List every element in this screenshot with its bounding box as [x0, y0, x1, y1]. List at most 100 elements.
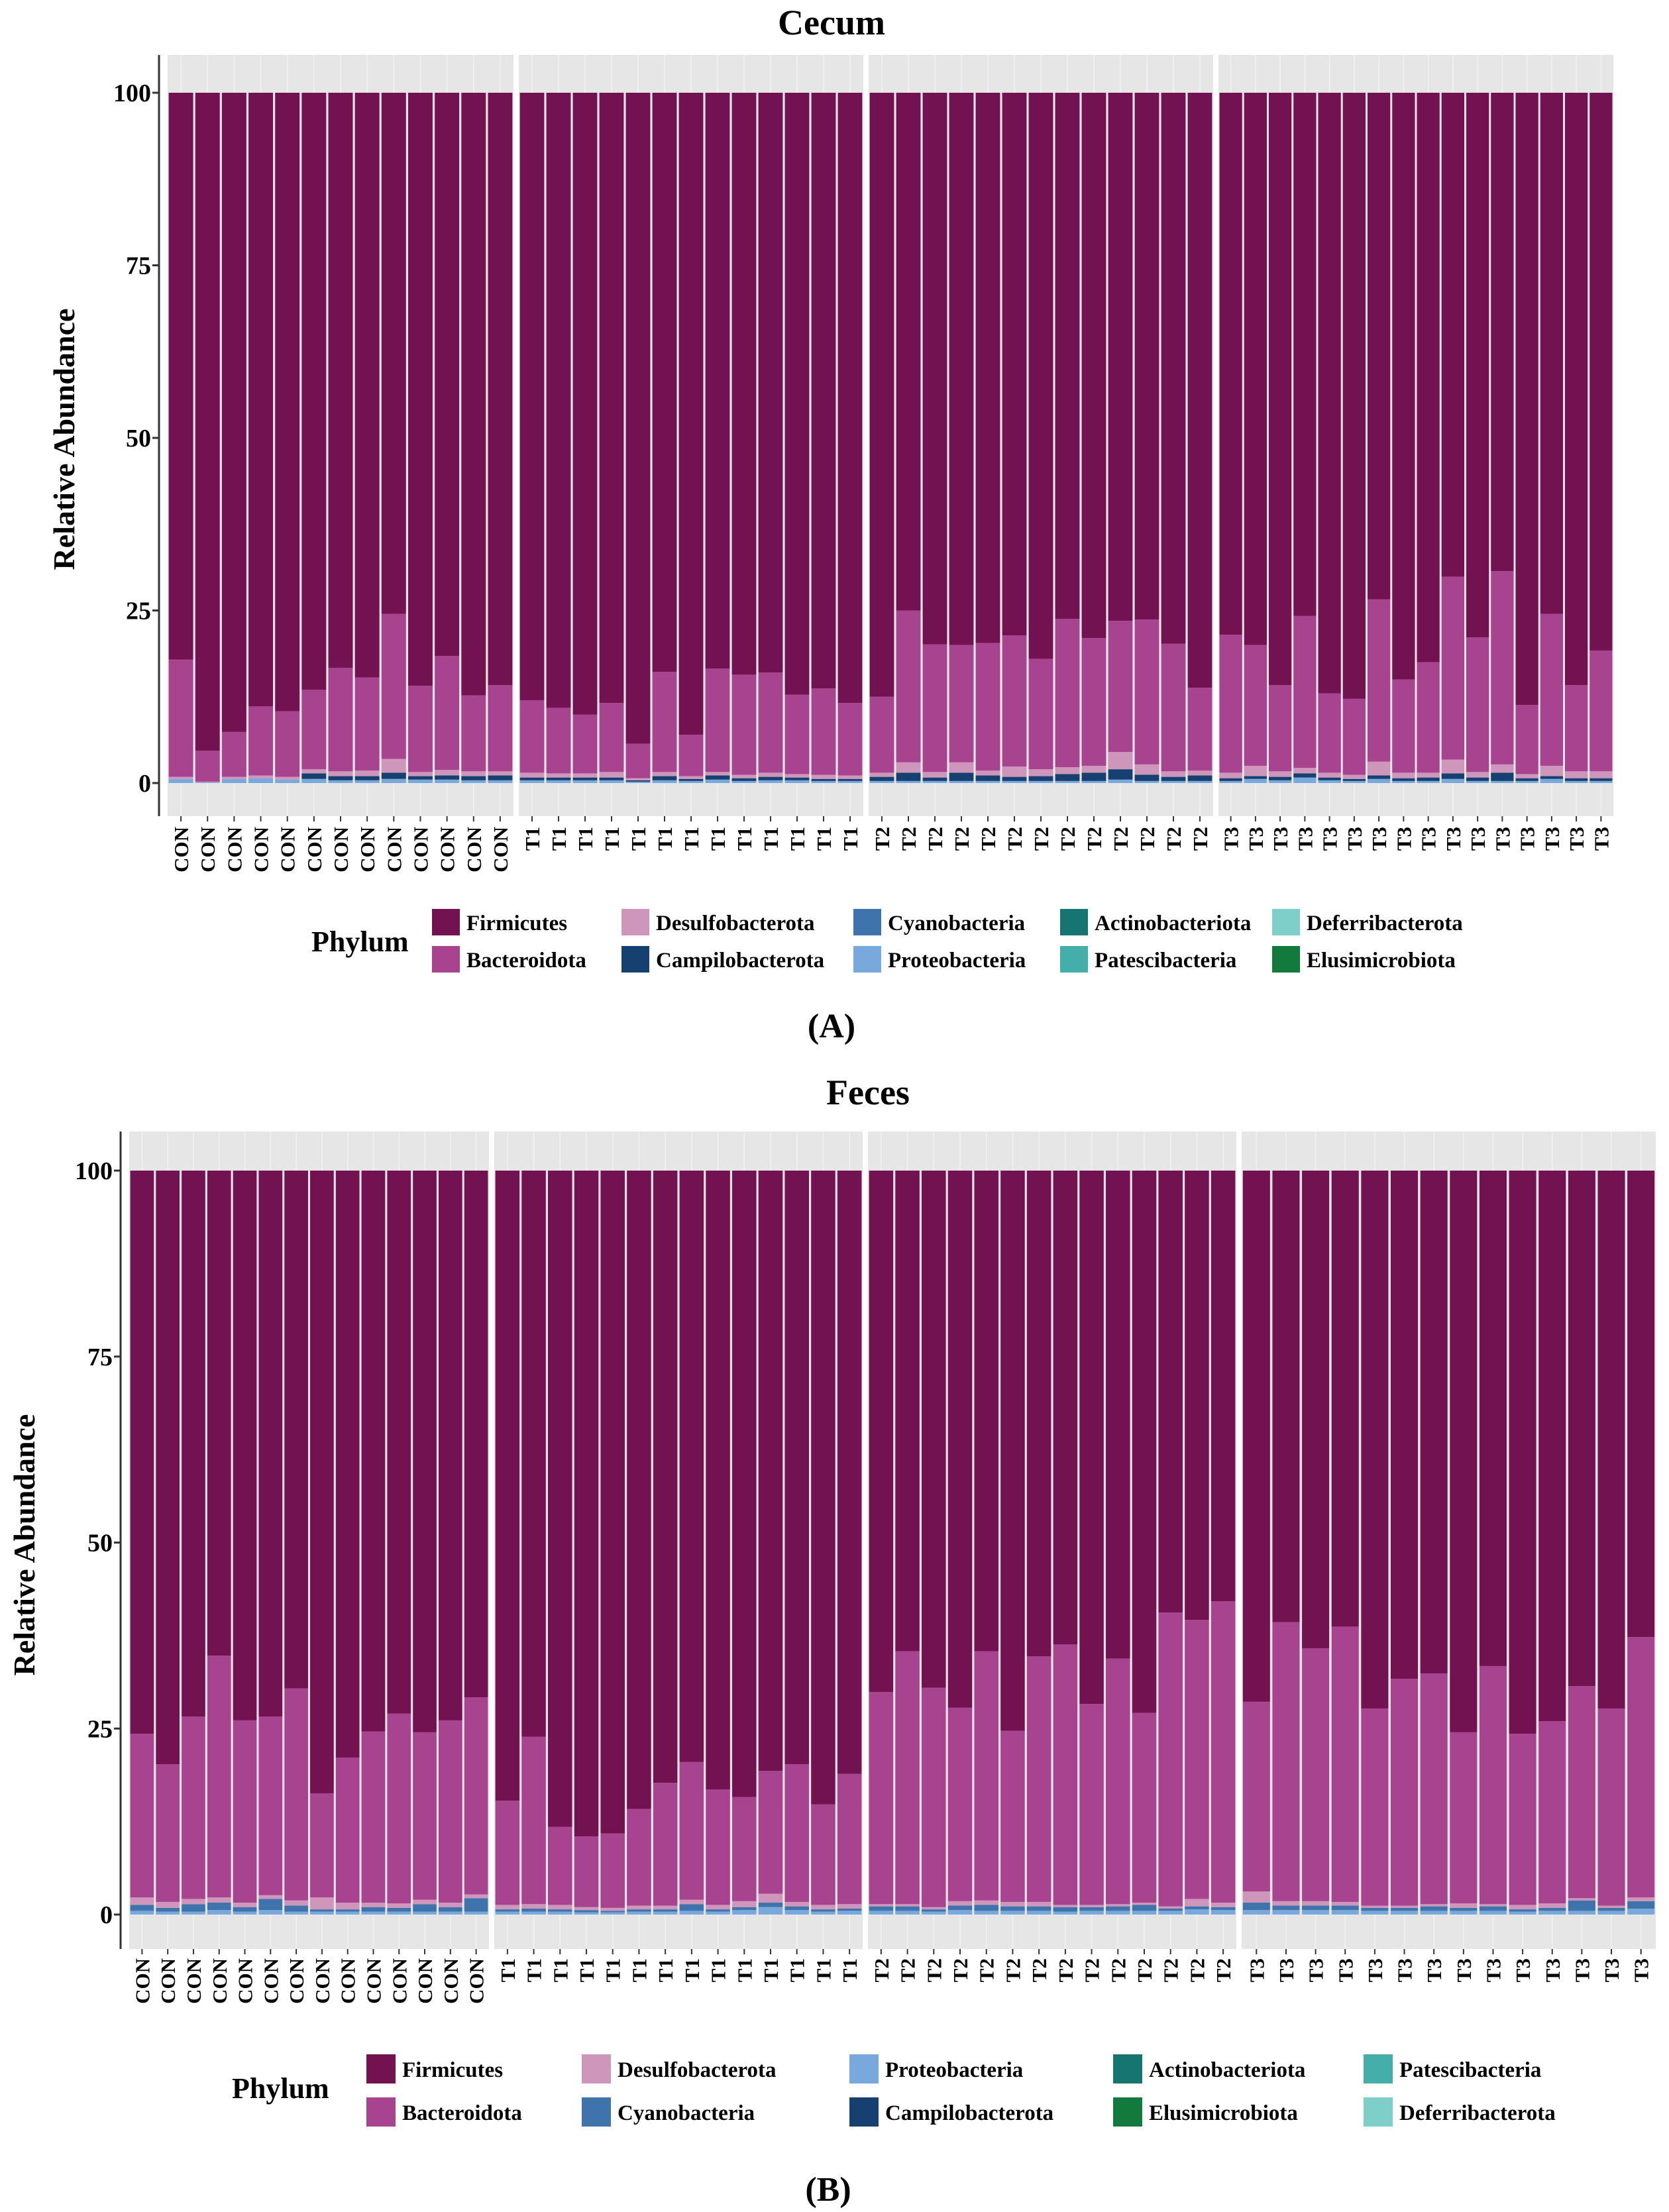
cecum-x-tick-label: CON — [223, 827, 246, 872]
feces-bar-t1-14-bacteroidota — [837, 1773, 862, 1905]
feces-bar-t3-6-proteobacteria — [1391, 1911, 1419, 1915]
feces-bar-t3-3-proteobacteria — [1302, 1910, 1330, 1915]
cecum-bar-t1-13-proteobacteria — [837, 780, 863, 783]
feces-bar-t2-14-bacteroidota — [1211, 1601, 1236, 1903]
feces-bar-t1-11-proteobacteria — [758, 1907, 783, 1915]
feces-bar-t3-7-firmicutes — [1420, 1171, 1448, 1674]
feces-bar-t1-1-desulfobacterota — [495, 1905, 520, 1910]
feces-bar-t2-10-cyanobacteria — [1106, 1906, 1130, 1911]
cecum-bar-con-7-proteobacteria — [328, 780, 353, 783]
cecum-x-tick-label: T2 — [1003, 827, 1026, 851]
cecum-bar-t3-8-campilobacterota — [1392, 778, 1415, 781]
cecum-x-tick-label: T2 — [1083, 827, 1106, 851]
feces-bar-con-1-desulfobacterota — [130, 1897, 154, 1905]
feces-bar-t1-1-cyanobacteria — [495, 1909, 520, 1912]
feces-bar-t1-8-proteobacteria — [679, 1911, 704, 1915]
feces-bar-t2-4-cyanobacteria — [947, 1905, 973, 1911]
feces-bar-con-5-proteobacteria — [233, 1911, 257, 1915]
cecum-x-tick-label: CON — [250, 827, 273, 872]
cecum-bar-t2-1-proteobacteria — [869, 780, 894, 783]
cecum-bar-t2-3-desulfobacterota — [922, 772, 947, 778]
cecum-bar-t2-4-desulfobacterota — [949, 762, 974, 773]
feces-y-axis: 0 25 50 75 100 — [75, 1132, 122, 1949]
feces-legend-swatch-desulfobacterota — [582, 2054, 611, 2083]
feces-bar-t3-12-desulfobacterota — [1568, 1898, 1595, 1901]
feces-bar-t2-10-firmicutes — [1106, 1171, 1130, 1659]
cecum-x-axis: CON CON CON CON CON CON CON CON CON CON CON CON CON T… — [170, 816, 1613, 872]
cecum-bar-t3-16-campilobacterota — [1589, 778, 1613, 781]
cecum-bar-t3-2-firmicutes — [1244, 93, 1267, 645]
feces-bar-t2-7-firmicutes — [1026, 1171, 1051, 1657]
cecum-bar-t1-2-bacteroidota — [546, 708, 571, 774]
feces-x-tick-label: T3 — [1511, 1958, 1534, 1982]
feces-bar-t1-14-desulfobacterota — [837, 1904, 862, 1909]
cecum-x-tick-label: T1 — [706, 827, 729, 851]
cecum-bar-t1-1-firmicutes — [519, 93, 545, 700]
feces-bar-con-3-proteobacteria — [182, 1911, 205, 1915]
cecum-legend-label-proteobacteria: Proteobacteria — [888, 949, 1026, 973]
cecum-bar-t1-4-bacteroidota — [599, 703, 624, 772]
feces-bar-t3-9-firmicutes — [1479, 1171, 1507, 1666]
feces-bar-t3-14-bacteroidota — [1627, 1637, 1655, 1898]
feces-x-tick-label: CON — [413, 1958, 437, 2004]
feces-x-tick-label: T3 — [1245, 1958, 1268, 1982]
feces-bar-con-2-cyanobacteria — [156, 1907, 180, 1912]
feces-bar-con-3-desulfobacterota — [182, 1899, 205, 1905]
feces-x-tick-label: T1 — [549, 1958, 572, 1982]
feces-bar-t3-9-bacteroidota — [1479, 1665, 1507, 1905]
feces-bar-t3-4-desulfobacterota — [1331, 1901, 1359, 1906]
feces-bar-t3-1-proteobacteria — [1242, 1910, 1270, 1915]
cecum-bar-t3-11-bacteroidota — [1466, 637, 1489, 772]
cecum-bar-t3-10-campilobacterota — [1441, 773, 1465, 779]
feces-bar-t2-2-desulfobacterota — [895, 1904, 920, 1907]
cecum-bar-con-8-campilobacterota — [354, 776, 380, 780]
feces-bar-con-12-firmicutes — [413, 1171, 437, 1732]
cecum-bar-t1-9-firmicutes — [731, 93, 757, 675]
feces-x-tick-label: CON — [259, 1958, 282, 2004]
cecum-bar-t3-5-firmicutes — [1318, 93, 1341, 694]
cecum-x-tick-label: T2 — [1030, 827, 1053, 851]
feces-bar-t2-12-cyanobacteria — [1158, 1909, 1183, 1911]
feces-x-tick-label: T3 — [1305, 1958, 1328, 1982]
feces-bar-con-2-proteobacteria — [156, 1911, 180, 1915]
feces-bar-t3-7-desulfobacterota — [1420, 1904, 1448, 1907]
feces-legend-swatch-elusimicrobiota — [1113, 2097, 1142, 2127]
cecum-bar-t1-1-campilobacterota — [519, 777, 545, 780]
cecum-bar-t1-13-bacteroidota — [837, 703, 863, 776]
feces-bar-t2-3-firmicutes — [922, 1171, 946, 1688]
cecum-bar-t2-8-desulfobacterota — [1055, 767, 1080, 774]
feces-bar-t3-1-cyanobacteria — [1242, 1903, 1270, 1911]
cecum-bar-t2-1-firmicutes — [869, 93, 894, 697]
feces-bar-con-9-desulfobacterota — [335, 1903, 360, 1910]
cecum-bar-con-12-proteobacteria — [461, 780, 486, 783]
cecum-bar-con-7-desulfobacterota — [328, 771, 353, 776]
cecum-x-tick-label: T2 — [924, 827, 947, 851]
cecum-bar-t3-8-proteobacteria — [1392, 780, 1415, 783]
feces-legend-label-bacteroidota: Bacteroidota — [402, 2101, 522, 2125]
feces-x-tick-label: T2 — [949, 1958, 972, 1982]
cecum-bar-t1-13-campilobacterota — [837, 778, 863, 781]
feces-bar-con-14-proteobacteria — [464, 1911, 488, 1915]
feces-bar-t2-11-cyanobacteria — [1132, 1905, 1157, 1911]
cecum-x-tick-label: T3 — [1466, 827, 1489, 851]
cecum-bar-t1-10-firmicutes — [758, 93, 783, 673]
feces-bar-t1-3-proteobacteria — [548, 1911, 572, 1915]
cecum-bar-t1-6-proteobacteria — [652, 780, 677, 783]
feces-bar-t2-14-firmicutes — [1211, 1171, 1236, 1602]
feces-legend-swatch-cyanobacteria — [582, 2097, 611, 2127]
cecum-bar-t2-7-desulfobacterota — [1028, 769, 1053, 776]
cecum-bar-t2-6-campilobacterota — [1002, 776, 1027, 781]
cecum-x-tick-label: CON — [303, 827, 326, 872]
feces-bar-t1-12-cyanobacteria — [784, 1906, 809, 1911]
feces-legend-label-patescibacteria: Patescibacteria — [1399, 2058, 1541, 2082]
feces-bar-t1-1-firmicutes — [495, 1171, 520, 1801]
cecum-y-axis-label: Relative Abundance — [47, 309, 81, 570]
feces-x-tick-label: CON — [208, 1958, 231, 2004]
cecum-bar-con-9-proteobacteria — [381, 778, 406, 783]
feces-x-tick-label: T1 — [759, 1958, 782, 1982]
feces-bar-t1-10-proteobacteria — [732, 1910, 757, 1915]
cecum-bar-t2-4-bacteroidota — [949, 645, 974, 763]
feces-legend-swatch-deferribacterota — [1364, 2097, 1393, 2127]
feces-legend-title: Phylum — [232, 2072, 329, 2105]
